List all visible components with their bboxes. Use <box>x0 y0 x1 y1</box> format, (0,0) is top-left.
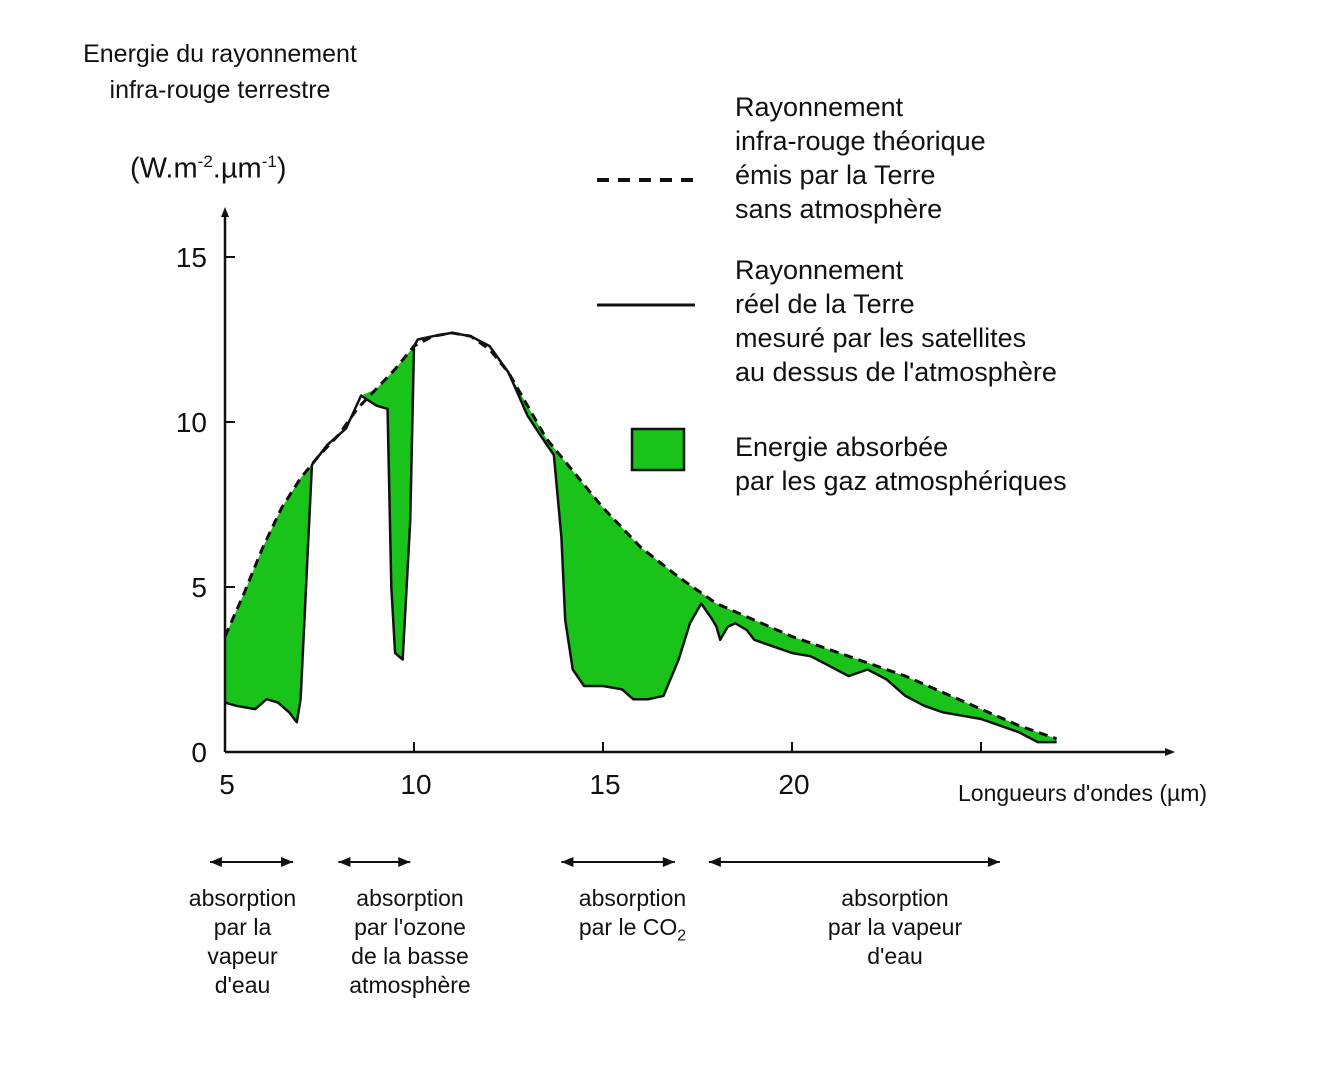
band-label-line: absorption <box>188 885 297 911</box>
band-label-line: atmosphère <box>349 972 471 998</box>
band-label-line: par la <box>213 914 272 940</box>
band-arrow-head <box>281 857 294 867</box>
legend-line: émis par la Terre <box>735 160 936 190</box>
co2-text: par le CO <box>578 914 678 940</box>
legend-entry-measured: Rayonnement réel de la Terre mesuré par … <box>735 253 1057 389</box>
series-line-measured <box>224 331 1057 744</box>
legend-line: par les gaz atmosphériques <box>735 466 1067 496</box>
y-tick-label: 10 <box>176 407 207 438</box>
y-unit-part: ) <box>276 152 287 185</box>
band-label-line: vapeur <box>207 943 278 969</box>
co2-subscript: 2 <box>677 927 687 945</box>
legend-line: Energie absorbée <box>735 432 949 462</box>
band-arrow-head <box>561 857 574 867</box>
x-tick-label: 15 <box>589 769 620 800</box>
band-arrow-head <box>662 857 675 867</box>
x-tick-label: 5 <box>219 769 235 800</box>
y-unit-part: .µm <box>212 152 262 185</box>
band-label-line: par la vapeur <box>827 914 963 940</box>
legend-line: réel de la Terre <box>735 289 915 319</box>
absorbed-energy-area <box>225 332 1057 743</box>
band-label-line: absorption <box>841 885 949 911</box>
x-tick-label: 20 <box>778 769 809 800</box>
band-arrow-head <box>209 857 222 867</box>
y-unit-exponent: -1 <box>261 152 277 171</box>
y-unit-exponent: -2 <box>197 152 213 171</box>
y-axis-unit: (W.m-2.µm-1) <box>130 152 287 186</box>
y-axis-label: Energie du rayonnement infra-rouge terre… <box>45 36 395 108</box>
legend-entry-absorbed: Energie absorbée par les gaz atmosphériq… <box>735 430 1067 498</box>
band-label-ozone: absorption par l'ozone de la basse atmos… <box>320 884 500 1000</box>
band-label-water-vapour-2: absorption par la vapeur d'eau <box>790 884 1000 971</box>
y-tick-label: 0 <box>191 737 207 768</box>
legend-line: sans atmosphère <box>735 194 943 224</box>
legend-line: infra-rouge théorique <box>735 126 986 156</box>
chart-legend-marks <box>597 178 695 472</box>
absorption-band-arrows <box>209 857 1000 867</box>
y-axis-label-line-2: infra-rouge terrestre <box>109 76 331 104</box>
legend-entry-theoretical: Rayonnement infra-rouge théorique émis p… <box>735 90 986 226</box>
band-arrow-head <box>987 857 1000 867</box>
band-label-line: d'eau <box>214 972 271 998</box>
y-axis-label-line-1: Energie du rayonnement <box>83 40 357 68</box>
legend-line: Rayonnement <box>735 255 904 285</box>
band-arrow-head <box>338 857 351 867</box>
band-label-line: absorption <box>578 885 687 911</box>
band-label-water-vapour-1: absorption par la vapeur d'eau <box>160 884 325 1000</box>
legend-line: mesuré par les satellites <box>735 323 1027 353</box>
y-unit-part: (W.m <box>130 152 198 185</box>
x-axis-label: Longueurs d'ondes (µm) <box>958 780 1208 806</box>
band-arrow-head <box>708 857 721 867</box>
legend-mark-absorbed <box>630 427 686 472</box>
legend-line: au dessus de l'atmosphère <box>735 357 1057 387</box>
band-label-line: de la basse <box>351 943 469 969</box>
x-tick-label: 10 <box>400 769 431 800</box>
band-label-line: par l'ozone <box>354 914 466 940</box>
y-tick-label: 5 <box>191 572 207 603</box>
band-arrow-head <box>398 857 411 867</box>
band-label-co2: absorption par le CO2 <box>545 884 720 951</box>
y-tick-label: 15 <box>176 242 207 273</box>
chart-series <box>223 331 1058 744</box>
band-label-line: absorption <box>356 885 464 911</box>
absorbed-area <box>225 332 1057 743</box>
band-label-line: d'eau <box>867 943 923 969</box>
band-label-line: par le CO2 <box>545 913 720 951</box>
legend-line: Rayonnement <box>735 92 904 122</box>
